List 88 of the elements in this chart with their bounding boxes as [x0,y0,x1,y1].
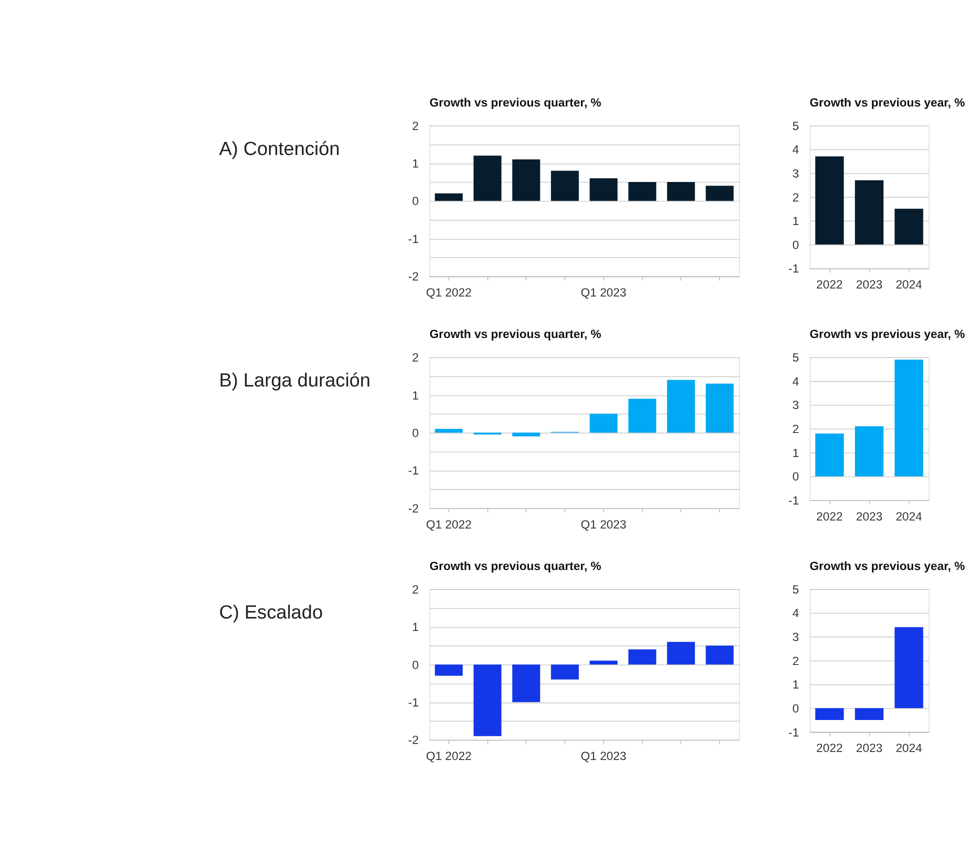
y-tick-label: 2 [412,118,420,133]
chart-title: Growth vs previous quarter, % [429,558,602,573]
y-tick-label: 5 [792,118,800,133]
bar [815,433,844,476]
bar [590,178,618,201]
y-tick-label: 2 [792,654,800,668]
x-tick-label: Q1 2022 [426,286,472,300]
bar [512,159,540,201]
y-tick-label: 2 [412,582,420,596]
y-tick-label: -1 [788,262,800,276]
x-tick-label: 2023 [856,278,883,292]
y-tick-label: -1 [788,494,800,508]
bar [474,156,502,201]
chart-title: Growth vs previous year, % [810,558,966,573]
bar [894,208,924,245]
bar [590,414,618,433]
x-tick-label: 2024 [896,741,923,756]
y-tick-label: -2 [408,733,420,748]
y-tick-label: 3 [792,166,800,180]
bar [706,186,734,201]
x-tick-label: 2022 [816,278,844,292]
y-tick-label: 2 [412,350,420,365]
bar [667,182,695,201]
x-tick-label: Q1 2023 [580,749,627,764]
bar [628,649,656,664]
x-tick-label: 2022 [816,741,844,756]
bar [667,642,695,664]
bar [706,384,734,433]
y-tick-label: 5 [792,582,800,596]
y-tick-label: 0 [412,658,420,672]
bar [628,182,656,201]
x-tick-label: Q1 2023 [580,286,627,300]
y-tick-label: 1 [412,620,420,634]
y-tick-label: 0 [412,426,420,440]
x-tick-label: Q1 2022 [426,517,472,532]
x-tick-label: Q1 2022 [426,749,472,764]
text: C) Escalado [219,602,323,624]
bar [894,360,924,476]
y-tick-label: 1 [792,214,800,228]
text: A) Contención [219,138,340,160]
bar [628,398,656,433]
x-tick-label: 2023 [856,741,883,756]
x-tick-label: 2022 [816,509,844,524]
bar [474,664,502,736]
bar [706,646,734,664]
bar [854,180,884,245]
y-tick-label: 0 [792,238,800,252]
bar [815,156,844,245]
y-tick-label: 0 [412,194,420,208]
y-tick-label: 1 [792,446,800,460]
x-tick-label: 2024 [896,278,923,292]
chart-title: Growth vs previous year, % [810,95,966,110]
y-tick-label: 2 [792,422,800,436]
y-tick-label: -1 [788,725,800,740]
bar [550,664,579,680]
x-tick-label: Q1 2023 [580,517,627,532]
bar [434,428,463,433]
bar [434,664,463,676]
text: B) Larga duración [219,370,371,392]
y-tick-label: 2 [792,190,800,204]
bar [854,426,884,476]
chart-title: Growth vs previous quarter, % [429,95,602,110]
y-tick-label: -1 [408,232,420,246]
bar [550,170,579,201]
chart-title: Growth vs previous quarter, % [429,327,602,342]
y-tick-label: 5 [792,350,800,365]
y-tick-label: -2 [408,501,420,516]
y-tick-label: 4 [792,606,800,620]
bar [512,432,540,436]
y-tick-label: 1 [412,156,420,171]
chart-title: Growth vs previous year, % [810,327,966,342]
bar [667,380,695,433]
y-tick-label: 3 [792,398,800,412]
y-tick-label: 4 [792,374,800,388]
y-tick-label: -1 [408,464,420,478]
y-tick-label: -1 [408,696,420,710]
y-tick-label: 3 [792,630,800,644]
x-tick-label: 2024 [896,509,923,524]
y-tick-label: 1 [412,388,420,402]
bar [590,660,618,664]
bar [434,193,463,201]
x-tick-label: 2023 [856,509,883,524]
bar [512,664,540,702]
y-tick-label: 1 [792,678,800,692]
y-tick-label: 0 [792,701,800,716]
y-tick-label: 0 [792,470,800,484]
y-tick-label: 4 [792,142,800,157]
y-tick-label: -2 [408,270,420,284]
